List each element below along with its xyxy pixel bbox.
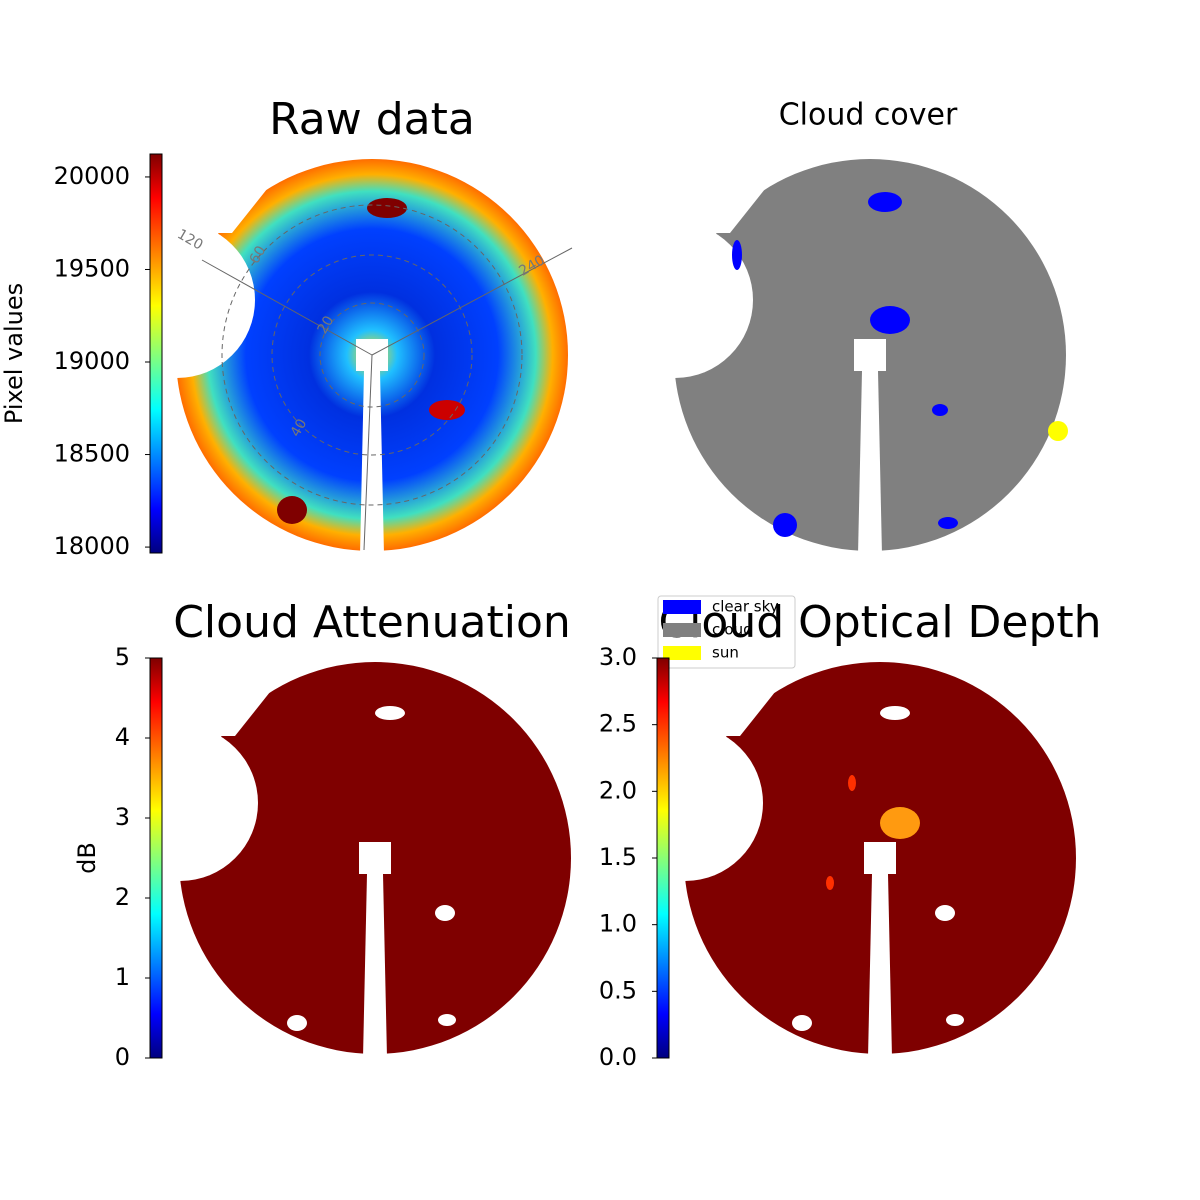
tick-label: 3.0 xyxy=(599,643,637,671)
panel-cloud-cover: Cloud cover xyxy=(657,98,1080,669)
tick-label: 2 xyxy=(115,883,130,911)
tick-label: 18000 xyxy=(54,532,130,560)
polar-label: 20 xyxy=(315,313,338,336)
colorbar xyxy=(656,657,670,1059)
tick-label: 2.0 xyxy=(599,776,637,804)
tick-label: 19500 xyxy=(54,254,130,282)
tick-label: 2.5 xyxy=(599,710,637,738)
legend-swatch xyxy=(663,646,701,660)
tick-label: 3 xyxy=(115,803,130,831)
tick-label: 1.5 xyxy=(599,843,637,871)
tick-label: 18500 xyxy=(54,440,130,468)
panel-optical-depth: Cloud Optical Depth xyxy=(658,597,1102,1068)
panel-attenuation: Cloud Attenuation xyxy=(165,597,585,1068)
colorbar xyxy=(149,153,163,554)
legend-label: clear sky xyxy=(712,598,779,616)
sky-image xyxy=(660,145,1080,565)
sky-image xyxy=(165,648,585,1068)
panel-title: Cloud Optical Depth xyxy=(658,597,1101,648)
tick-label: 0.0 xyxy=(599,1043,637,1071)
legend-label: sun xyxy=(712,644,739,662)
colorbar-label: Pixel values xyxy=(0,283,28,424)
tick-label: 0 xyxy=(115,1043,130,1071)
panel-title: Cloud cover xyxy=(779,98,958,133)
colorbar-label: dB xyxy=(73,842,101,874)
sky-image xyxy=(670,648,1090,1068)
tick-label: 1.0 xyxy=(599,910,637,938)
panel-title: Raw data xyxy=(269,94,475,145)
tick-label: 4 xyxy=(115,723,130,751)
tick-label: 0.5 xyxy=(599,976,637,1004)
legend-swatch xyxy=(663,600,701,614)
legend-label: cloud xyxy=(712,621,753,639)
polar-label: 40 xyxy=(288,416,311,439)
polar-label: 60 xyxy=(247,243,270,266)
tick-label: 19000 xyxy=(54,347,130,375)
panel-raw: Raw data xyxy=(162,94,582,565)
colorbar xyxy=(149,657,163,1059)
tick-label: 20000 xyxy=(54,162,130,190)
panel-title: Cloud Attenuation xyxy=(173,597,571,648)
tick-label: 5 xyxy=(115,643,130,671)
sky-image xyxy=(162,145,582,565)
tick-label: 1 xyxy=(115,963,130,991)
legend-swatch xyxy=(663,623,701,637)
